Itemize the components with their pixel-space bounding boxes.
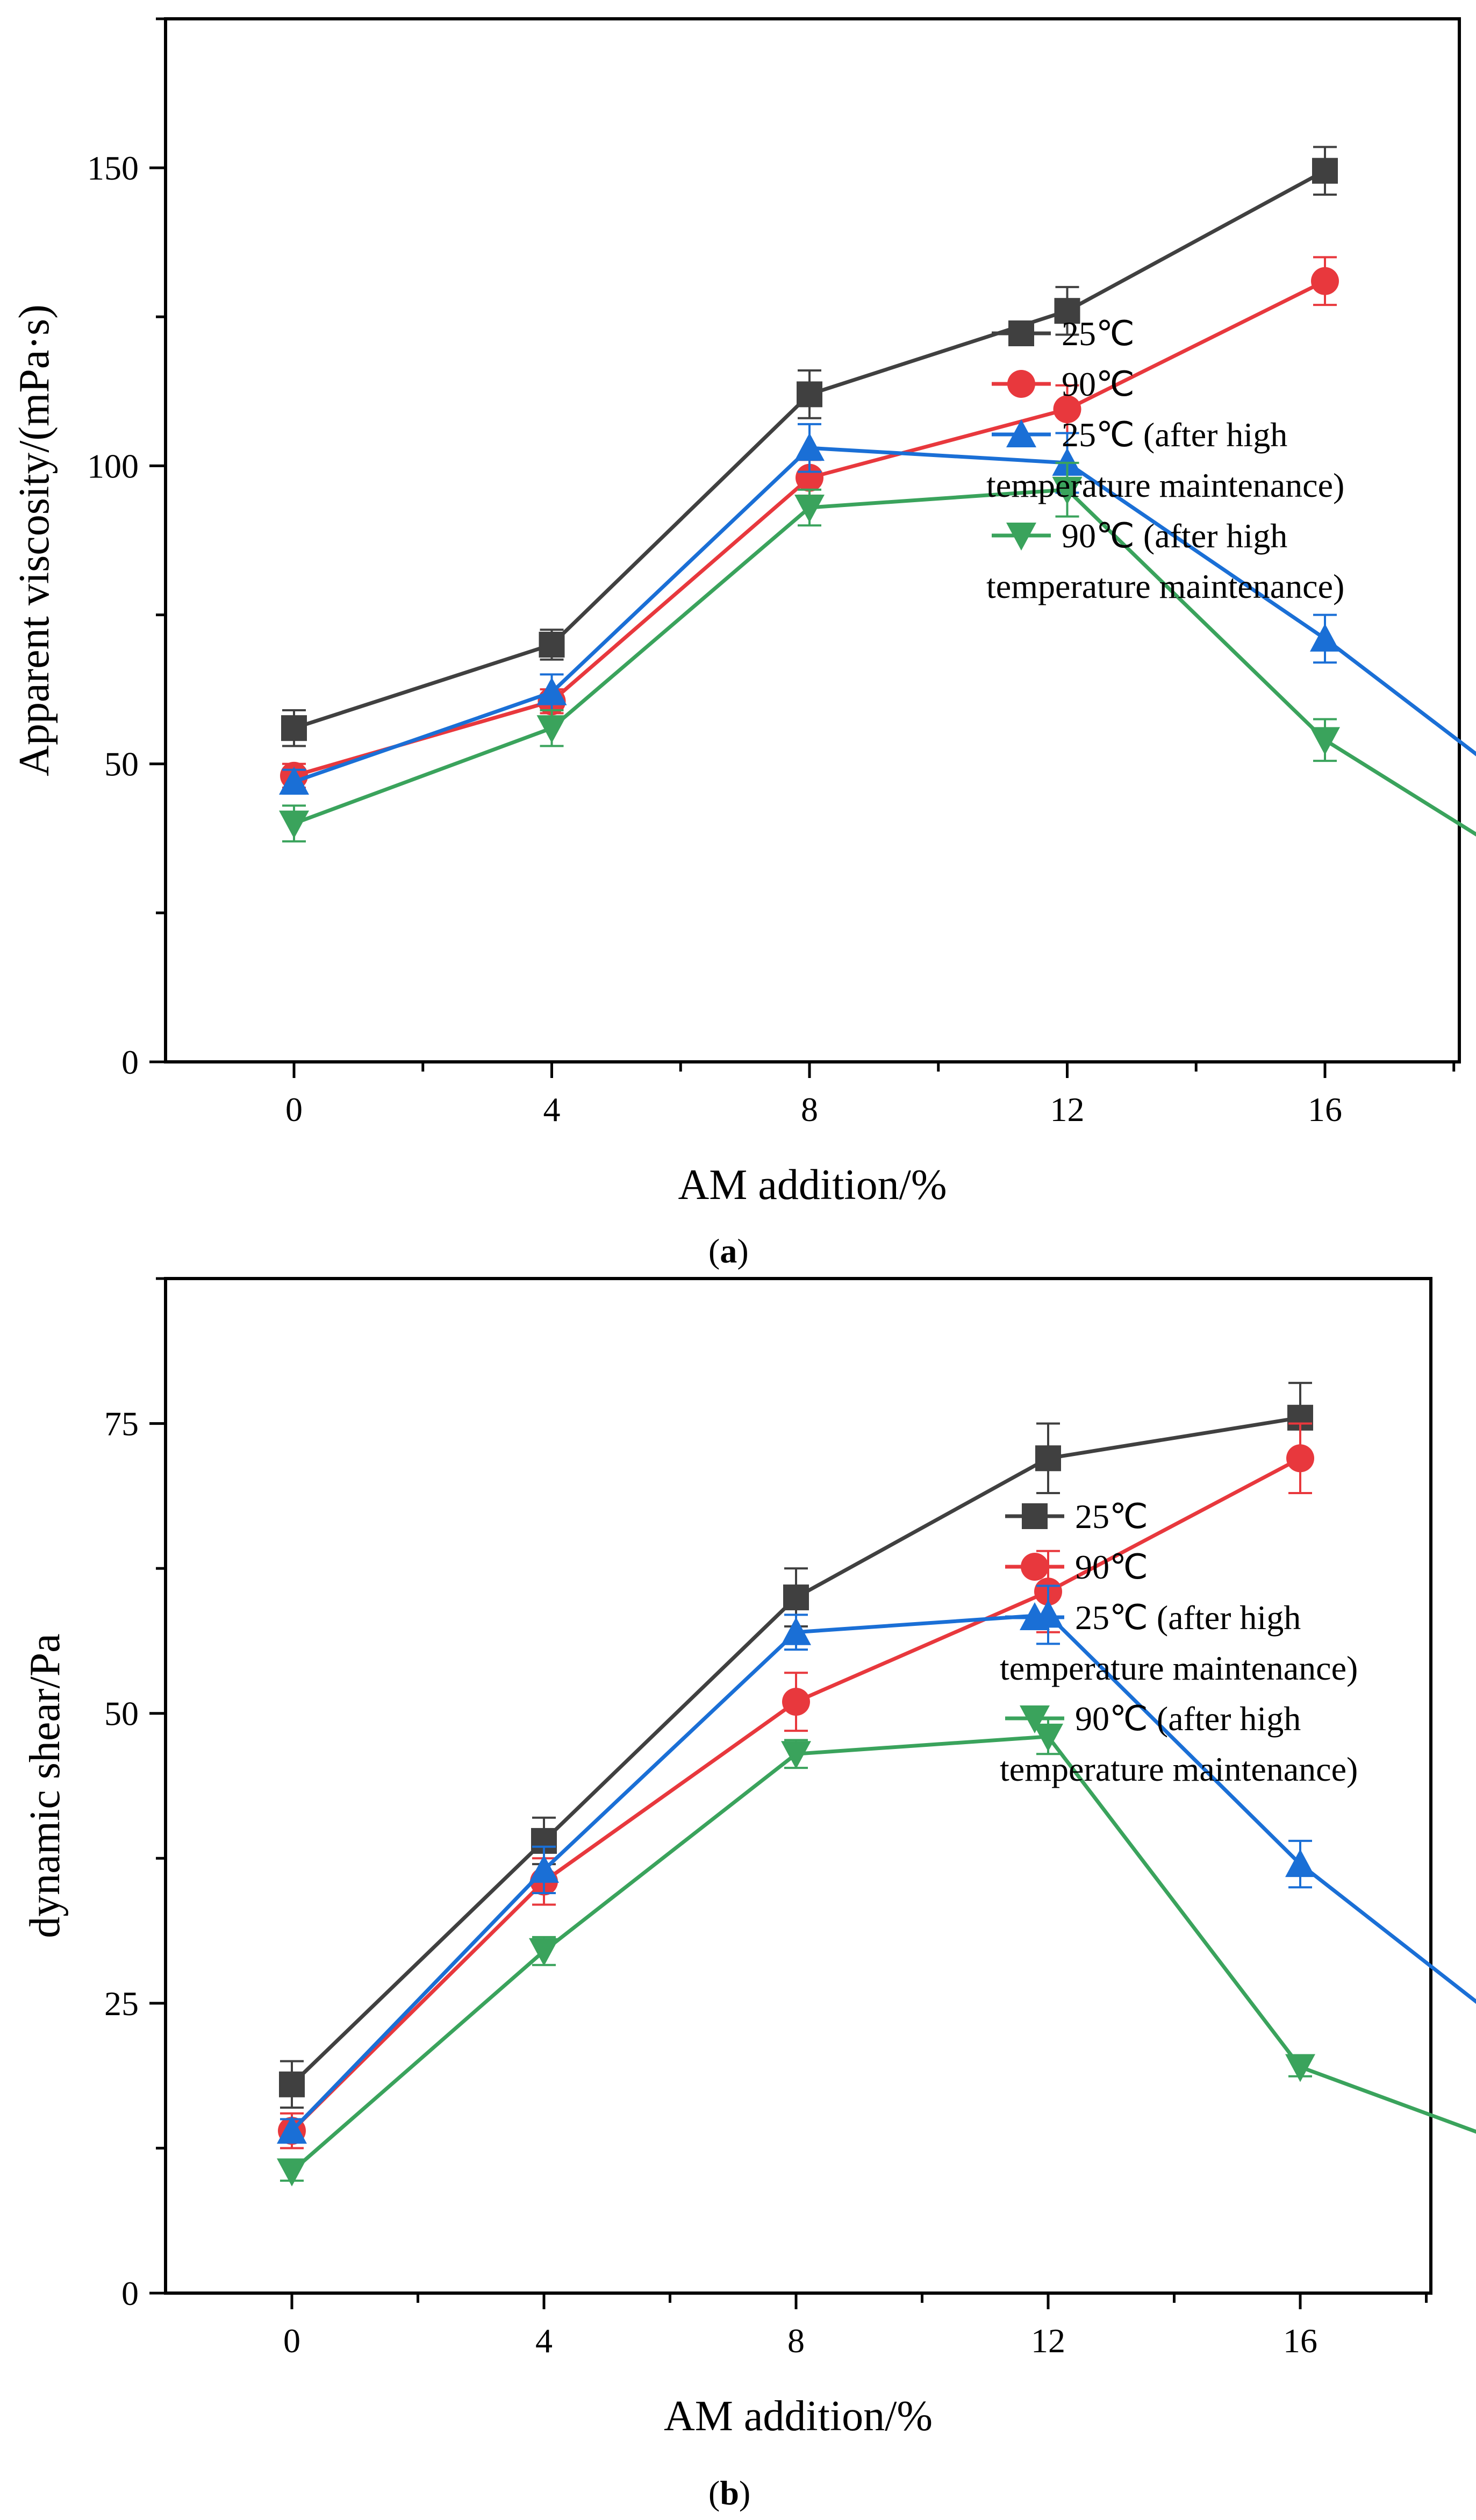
x-tick-label: 4 bbox=[535, 2322, 553, 2360]
plot-frame bbox=[164, 17, 1461, 1063]
data-point bbox=[1054, 298, 1080, 324]
data-point bbox=[277, 2158, 307, 2187]
legend-label-line2: temperature maintenance) bbox=[986, 466, 1344, 504]
x-tick-label: 4 bbox=[543, 1090, 561, 1129]
legend-marker bbox=[1022, 1503, 1048, 1529]
y-tick-label: 0 bbox=[121, 1043, 139, 1081]
series-4 bbox=[279, 461, 1476, 843]
legend-marker bbox=[1008, 320, 1034, 346]
chart-panel-a: 0 50 100 150 0 4 8 12 16 AM addition/% Apparent vi… bbox=[11, 17, 1476, 1209]
y-axis-label: dynamic shear/Pa bbox=[22, 1633, 69, 1938]
legend-marker bbox=[1020, 1602, 1050, 1630]
x-tick-label: 16 bbox=[1308, 1090, 1342, 1129]
series-line bbox=[290, 1612, 1476, 2132]
data-point bbox=[783, 1584, 809, 1611]
data-point bbox=[281, 715, 307, 741]
data-point bbox=[1286, 1444, 1314, 1473]
data-point bbox=[1285, 2054, 1315, 2082]
y-tick-label: 25 bbox=[104, 1984, 139, 2023]
x-tick-label: 12 bbox=[1031, 2322, 1065, 2360]
legend-label-line2: temperature maintenance) bbox=[986, 567, 1344, 605]
data-point bbox=[1310, 623, 1340, 652]
series-4 bbox=[277, 1718, 1476, 2187]
data-point bbox=[781, 1617, 811, 1645]
data-point bbox=[1311, 267, 1339, 295]
legend-label: 25℃ (after high temperature maintenance) bbox=[1000, 1598, 1358, 1687]
legend-label: 90℃ (after high temperature maintenance) bbox=[1000, 1700, 1358, 1788]
data-point bbox=[1052, 476, 1083, 505]
y-tick-label: 50 bbox=[104, 1695, 139, 1733]
series-line bbox=[293, 488, 1476, 837]
y-tick-label: 150 bbox=[87, 149, 139, 187]
data-point bbox=[1285, 1849, 1315, 1877]
series-line bbox=[293, 446, 1476, 784]
legend-marker bbox=[1006, 523, 1036, 551]
data-point bbox=[1312, 158, 1338, 184]
data-point bbox=[279, 810, 309, 839]
data-point bbox=[1033, 1723, 1063, 1752]
legend-label-line2: temperature maintenance) bbox=[1000, 1649, 1358, 1687]
legend-label-line2: temperature maintenance) bbox=[1000, 1750, 1358, 1788]
chart-panel-b: 0 25 50 75 0 4 8 12 16 AM addition/% dynamic shear… bbox=[22, 1277, 1476, 2440]
series-line bbox=[290, 1734, 1476, 2173]
series-line bbox=[290, 1457, 1301, 2132]
x-tick-label: 0 bbox=[283, 2322, 300, 2360]
legend-label: 90℃ bbox=[1062, 365, 1135, 403]
legend-label-line1: 90℃ (after high bbox=[1062, 517, 1287, 555]
legend-marker bbox=[1007, 370, 1035, 398]
legend-marker bbox=[1020, 1705, 1050, 1733]
x-tick-label: 16 bbox=[1283, 2322, 1317, 2360]
data-point bbox=[279, 766, 309, 795]
legend: 25℃ 90℃ 25℃ (after high temperature mainten… bbox=[986, 315, 1344, 605]
x-tick-label: 12 bbox=[1050, 1090, 1085, 1129]
x-axis-label: AM addition/% bbox=[678, 1161, 947, 1209]
data-point bbox=[794, 495, 825, 523]
plot-frame bbox=[164, 1277, 1432, 2295]
data-point bbox=[794, 433, 825, 461]
x-tick-label: 8 bbox=[801, 1090, 818, 1129]
data-point bbox=[529, 1938, 559, 1966]
y-tick-label: 50 bbox=[104, 745, 139, 783]
legend-label: 90℃ bbox=[1075, 1548, 1148, 1586]
legend-label-line1: 90℃ (after high bbox=[1075, 1700, 1301, 1738]
data-point bbox=[536, 715, 567, 744]
x-tick-label: 8 bbox=[787, 2322, 805, 2360]
series-1 bbox=[281, 146, 1338, 747]
legend-marker bbox=[1006, 419, 1036, 447]
legend-label-line1: 25℃ (after high bbox=[1075, 1598, 1301, 1637]
panel-b-caption: (b) bbox=[708, 2474, 751, 2512]
data-point bbox=[1053, 395, 1081, 424]
data-point bbox=[1035, 1445, 1061, 1472]
legend: 25℃ 90℃ 25℃ (after high temperature mainten… bbox=[1000, 1497, 1358, 1788]
legend-marker bbox=[1021, 1553, 1049, 1581]
y-tick-label: 0 bbox=[121, 2274, 139, 2312]
data-point bbox=[536, 677, 567, 705]
x-axis-label: AM addition/% bbox=[664, 2393, 933, 2440]
y-tick-label: 75 bbox=[104, 1405, 139, 1443]
y-tick-label: 100 bbox=[87, 447, 139, 485]
data-point bbox=[529, 1854, 559, 1883]
y-axis-label: Apparent viscosity/(mPa·s) bbox=[11, 304, 58, 776]
legend-label: 25℃ (after high temperature maintenance) bbox=[986, 416, 1344, 504]
x-tick-label: 0 bbox=[285, 1090, 303, 1129]
data-point bbox=[277, 2116, 307, 2144]
legend-label: 90℃ (after high temperature maintenance) bbox=[986, 517, 1344, 605]
legend-label-line1: 25℃ (after high bbox=[1062, 416, 1287, 454]
legend-label: 25℃ bbox=[1062, 315, 1135, 353]
data-point bbox=[782, 1688, 810, 1716]
data-point bbox=[1310, 727, 1340, 755]
panel-a-caption: (a) bbox=[708, 1232, 749, 1270]
data-point bbox=[539, 632, 565, 658]
legend-label: 25℃ bbox=[1075, 1497, 1148, 1536]
data-point bbox=[279, 2071, 305, 2097]
data-point bbox=[781, 1741, 811, 1769]
data-point bbox=[797, 381, 822, 408]
